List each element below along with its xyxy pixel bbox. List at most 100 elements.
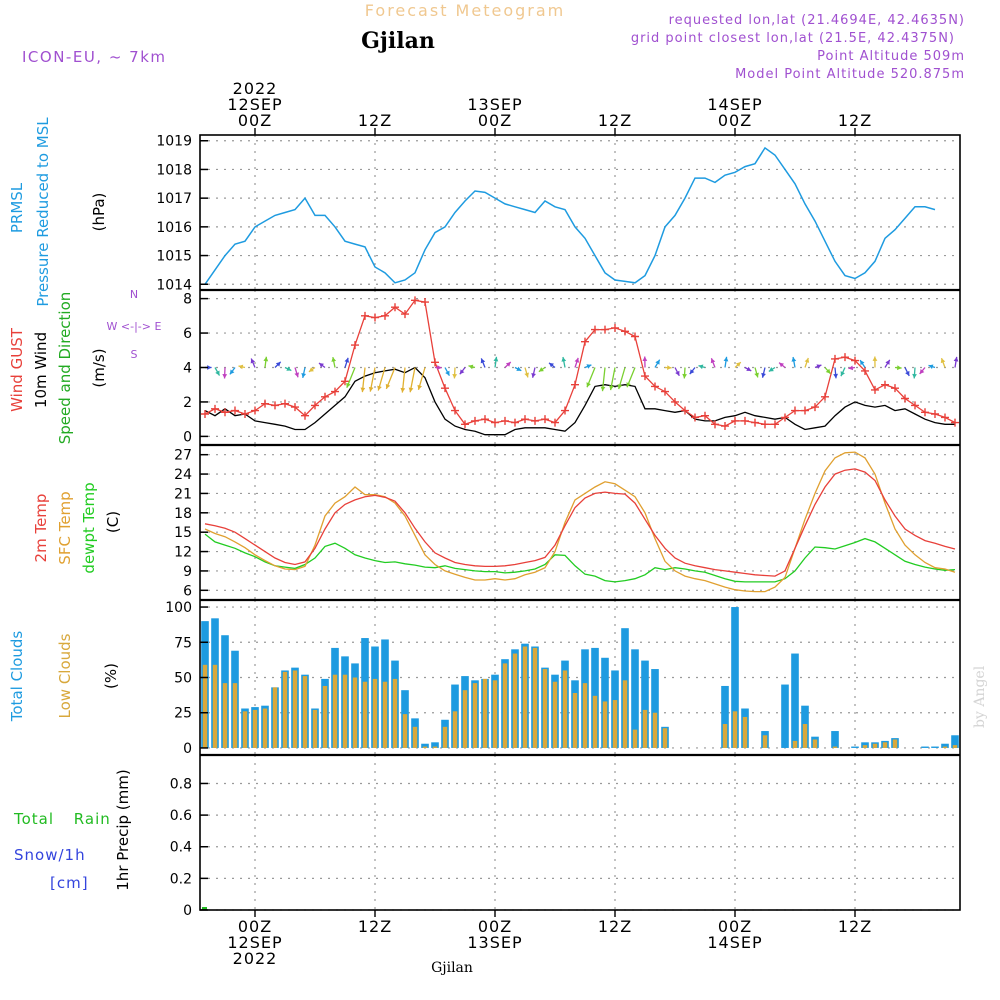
low-cloud-bar	[272, 687, 278, 748]
gust-marker	[301, 411, 309, 420]
y-tick-label: 24	[174, 467, 192, 483]
low-cloud-bar	[762, 735, 768, 748]
time-label-top: 00Z	[238, 111, 272, 130]
low-cloud-bar	[572, 693, 578, 748]
gust-marker	[401, 310, 409, 319]
gust-marker	[651, 382, 659, 391]
gust-marker	[561, 406, 569, 415]
text-layer: 1014101510161017101810190246869121518212…	[8, 79, 871, 968]
wind-arrow-head	[346, 382, 351, 388]
gust-marker	[241, 410, 249, 418]
wind-arrow-head	[768, 367, 774, 372]
wind-arrow-head	[480, 358, 486, 364]
wind-arrow-head	[586, 364, 592, 369]
total-cloud-bar	[781, 684, 789, 748]
gust-marker	[601, 325, 609, 334]
low-cloud-bar	[652, 712, 658, 748]
low-cloud-bar	[492, 680, 498, 748]
gust-marker	[741, 416, 749, 425]
wind-arrow-head	[953, 356, 959, 362]
model-altitude: Model Point Altitude 520.875m	[735, 67, 965, 82]
wind-arrow-head	[698, 364, 704, 370]
wind-arrow-head	[746, 366, 752, 371]
y-tick-label: 75	[174, 635, 192, 651]
wind-arrow-head	[912, 373, 917, 379]
wind-arrow-head	[385, 383, 391, 389]
gust-marker	[211, 404, 219, 413]
low-cloud-bar	[322, 685, 328, 748]
wind-arrow-head	[791, 356, 797, 362]
wind-arrow-head	[682, 373, 687, 379]
low-cloud-bar	[232, 683, 238, 748]
time-label-top: 2022	[233, 79, 278, 98]
low-cloud-bar	[282, 671, 288, 748]
wind-arrow-head	[318, 363, 324, 368]
wind-arrow-head	[207, 365, 212, 370]
total-cloud-bar	[921, 746, 929, 748]
low-cloud-bar	[832, 746, 838, 748]
wind-arrow-head	[840, 371, 845, 377]
low-cloud-bar	[552, 681, 558, 748]
low-cloud-bar	[742, 716, 748, 748]
wind-arrow-head	[919, 369, 925, 374]
gust-marker	[751, 418, 759, 427]
low-cloud-bar	[462, 690, 468, 748]
low-cloud-bar	[952, 745, 958, 748]
low-cloud-bar	[432, 746, 438, 748]
wind-arrow-head	[505, 362, 511, 367]
gust-marker	[491, 418, 499, 427]
time-label-bottom: 2022	[233, 949, 278, 968]
y-tick-label: 2	[183, 395, 192, 411]
low-cloud-bar	[642, 709, 648, 748]
gust-marker	[831, 354, 839, 363]
snow-title: Snow/1h	[14, 846, 86, 864]
gust-marker	[781, 413, 789, 422]
temp-2m-axis-title: 2m Temp	[32, 494, 50, 563]
wind-arrow-head	[222, 373, 228, 379]
gust-marker	[701, 411, 709, 420]
low-cloud-bar	[242, 711, 248, 748]
compass-west-east: W <-|-> E	[107, 320, 162, 333]
gust-marker	[631, 332, 639, 341]
gust-marker	[571, 380, 579, 389]
low-cloud-bar	[722, 724, 728, 748]
low-cloud-bar	[382, 681, 388, 748]
wind-arrow-head	[940, 358, 946, 364]
wind-gust-line	[204, 299, 956, 427]
total-cloud-bar	[641, 660, 649, 748]
wind-arrow-head	[229, 369, 235, 375]
low-cloud-bar	[862, 745, 868, 748]
wind-arrow-head	[675, 370, 680, 376]
low-cloud-bar	[792, 740, 798, 748]
y-tick-label: 1019	[156, 134, 192, 150]
gust-marker	[281, 399, 289, 408]
gust-marker	[341, 377, 349, 386]
wind-arrow-head	[885, 359, 890, 365]
wind-arrow-head	[833, 373, 839, 379]
low-cloud-bar	[422, 746, 428, 748]
wind-arrow-head	[574, 357, 580, 363]
y-tick-label: 1014	[156, 277, 192, 293]
credit-watermark: by Angel	[972, 665, 988, 728]
wind-unit: (m/s)	[90, 348, 108, 387]
y-tick-label: 1018	[156, 162, 192, 178]
gust-marker	[461, 420, 469, 429]
gust-marker	[791, 406, 799, 415]
gust-marker	[821, 392, 829, 401]
time-label-top: 12SEP	[227, 95, 282, 114]
time-label-bottom: 12Z	[358, 917, 392, 936]
wind-arrow-head	[617, 384, 623, 390]
gust-marker	[641, 372, 649, 381]
time-label-top: 12Z	[598, 111, 632, 130]
y-tick-label: 1015	[156, 249, 192, 265]
wind-arrow-head	[860, 360, 865, 366]
gust-marker	[621, 327, 629, 336]
time-label-bottom: 12Z	[598, 917, 632, 936]
wind-arrow-head	[452, 373, 458, 379]
gust-marker	[231, 406, 239, 415]
gust-marker	[471, 416, 479, 425]
gust-marker	[611, 323, 619, 332]
low-cloud-bar	[582, 683, 588, 748]
wind-arrow-head	[723, 356, 729, 362]
y-tick-label: 27	[174, 448, 192, 464]
